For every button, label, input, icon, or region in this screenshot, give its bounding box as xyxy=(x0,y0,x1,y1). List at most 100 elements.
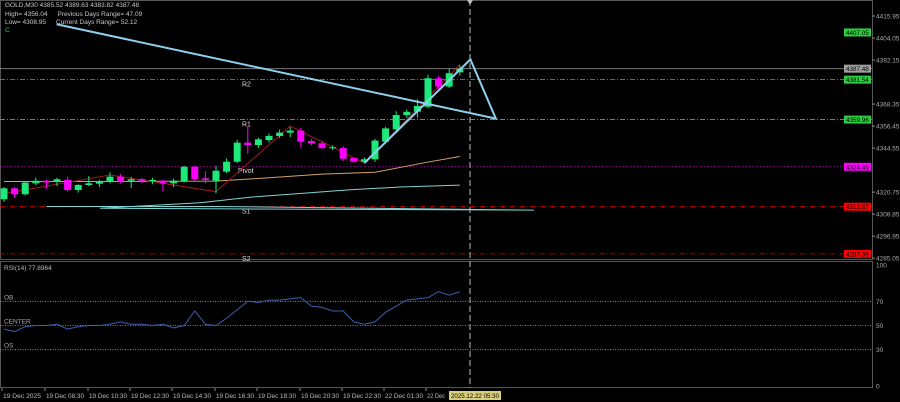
bullish-candle xyxy=(382,128,390,142)
bullish-candle xyxy=(329,147,337,149)
high-value: High= 4356.04 xyxy=(5,11,48,18)
bullish-candle xyxy=(254,139,262,146)
price-tag xyxy=(844,75,871,84)
bearish-candle xyxy=(201,178,209,181)
pivot-label-r2: R2 xyxy=(242,82,251,89)
x-tick-label: 19 Dec 16:30 xyxy=(216,393,254,400)
bearish-candle xyxy=(244,142,252,146)
symbol-line: GOLD,M30 4385.52 4389.63 4383.82 4387.48 xyxy=(5,2,149,9)
bullish-candle xyxy=(233,142,241,162)
bearish-candle xyxy=(318,143,326,148)
y-tick-label: 4296.95 xyxy=(876,234,900,241)
bullish-candle xyxy=(265,135,273,141)
y-tick-label: 4344.55 xyxy=(876,146,900,153)
bullish-candle xyxy=(148,180,156,182)
price-tag-label: 4381.54 xyxy=(846,77,869,84)
x-tick-label: 19 Dec 18:30 xyxy=(258,393,296,400)
bullish-candle xyxy=(286,130,294,133)
prev-range: Previous Days Range= 47.09 xyxy=(57,11,143,18)
bullish-candle xyxy=(371,140,379,160)
bullish-candle xyxy=(170,180,178,184)
bullish-candle xyxy=(413,106,421,112)
bullish-candle xyxy=(32,180,40,184)
bullish-candle xyxy=(276,132,284,136)
bullish-candle xyxy=(85,183,93,185)
x-tick-label: 19 Dec 14:30 xyxy=(173,393,211,400)
price-tag xyxy=(844,249,871,258)
rsi-level-label: CENTER xyxy=(4,319,31,326)
bearish-candle xyxy=(297,130,305,142)
rsi-tick-label: 0 xyxy=(876,384,880,391)
bullish-candle xyxy=(95,181,103,184)
bullish-candle xyxy=(74,184,82,190)
cursor-time-label: 2025.12.22 05:30 xyxy=(451,393,499,400)
shift-marker-icon xyxy=(467,0,473,5)
price-tag-label: 4334.45 xyxy=(846,164,869,171)
bullish-candle xyxy=(53,179,61,183)
x-tick-label: 22 Dec 01:30 xyxy=(385,393,423,400)
bullish-candle xyxy=(0,188,8,200)
x-tick-label: 19 Dec 2025 xyxy=(3,393,41,400)
bearish-candle xyxy=(307,140,315,144)
price-tag xyxy=(844,28,871,37)
x-tick-label: 19 Dec 08:30 xyxy=(46,393,84,400)
info-line-2: Low= 4308.95 Current Days Range= 52.12 xyxy=(5,19,147,26)
y-tick-label: 4415.95 xyxy=(876,14,900,21)
info-line-1: High= 4356.04 Previous Days Range= 47.09 xyxy=(5,11,152,18)
bullish-candle xyxy=(212,170,220,181)
y-tick-label: 4285.05 xyxy=(876,256,900,263)
fast-moving-average xyxy=(4,156,460,182)
bearish-candle xyxy=(64,180,72,190)
zigzag-line xyxy=(3,64,461,195)
pivot-label-s1: S1 xyxy=(242,209,251,216)
rsi-tick-label: 100 xyxy=(876,263,887,270)
main-panel-border xyxy=(0,0,873,260)
ohlc-readout: GOLD,M30 4385.52 4389.63 4383.82 4387.48 xyxy=(5,2,140,9)
x-tick-label: 22 Dec xyxy=(427,393,446,400)
bearish-candle xyxy=(11,188,19,195)
y-tick-label: 4308.85 xyxy=(876,212,900,219)
bullish-candle xyxy=(21,182,29,195)
y-tick-label: 4356.45 xyxy=(876,124,900,131)
pivot-label-r1: R1 xyxy=(242,122,251,129)
cursor-time-box xyxy=(449,391,501,400)
price-tag xyxy=(844,162,871,171)
y-tick-label: 4392.15 xyxy=(876,58,900,65)
x-tick-label: 19 Dec 22:30 xyxy=(343,393,381,400)
price-tag-label: 4287.36 xyxy=(846,251,869,258)
rsi-tick-label: 70 xyxy=(876,299,884,306)
bullish-candle xyxy=(392,115,400,130)
bearish-candle xyxy=(191,166,199,180)
x-tick-label: 19 Dec 12:30 xyxy=(131,393,169,400)
indicator-mark: C xyxy=(5,27,10,34)
price-tag xyxy=(844,64,871,73)
rsi-title: RSI(14) 77.8964 xyxy=(4,265,52,272)
rsi-level-label: OB xyxy=(4,294,13,301)
bullish-candle xyxy=(403,111,411,116)
bearish-candle xyxy=(350,157,358,162)
pivot-label-s2: S2 xyxy=(242,256,251,263)
x-tick-label: 19 Dec 20:30 xyxy=(301,393,339,400)
bullish-candle xyxy=(180,166,188,182)
projection-line xyxy=(56,23,498,164)
curr-range: Current Days Range= 52.12 xyxy=(56,19,138,26)
bullish-candle xyxy=(360,159,368,162)
bullish-candle xyxy=(127,179,135,181)
y-tick-label: 4320.75 xyxy=(876,190,900,197)
price-tag xyxy=(844,115,871,124)
bearish-candle xyxy=(435,78,443,87)
bearish-candle xyxy=(159,180,167,184)
rsi-line xyxy=(3,291,460,333)
slow-moving-average xyxy=(46,184,535,211)
low-value: Low= 4308.95 xyxy=(5,19,47,26)
bearish-candle xyxy=(138,179,146,181)
y-tick-label: 4368.35 xyxy=(876,102,900,109)
x-tick-label: 19 Dec 10:30 xyxy=(89,393,127,400)
rsi-level-label: OS xyxy=(4,343,14,350)
bullish-candle xyxy=(106,176,114,182)
bearish-candle xyxy=(42,180,50,183)
bullish-candle xyxy=(223,161,231,172)
bullish-candle xyxy=(424,78,432,107)
pivot-label-pivot: Pivot xyxy=(238,168,254,175)
